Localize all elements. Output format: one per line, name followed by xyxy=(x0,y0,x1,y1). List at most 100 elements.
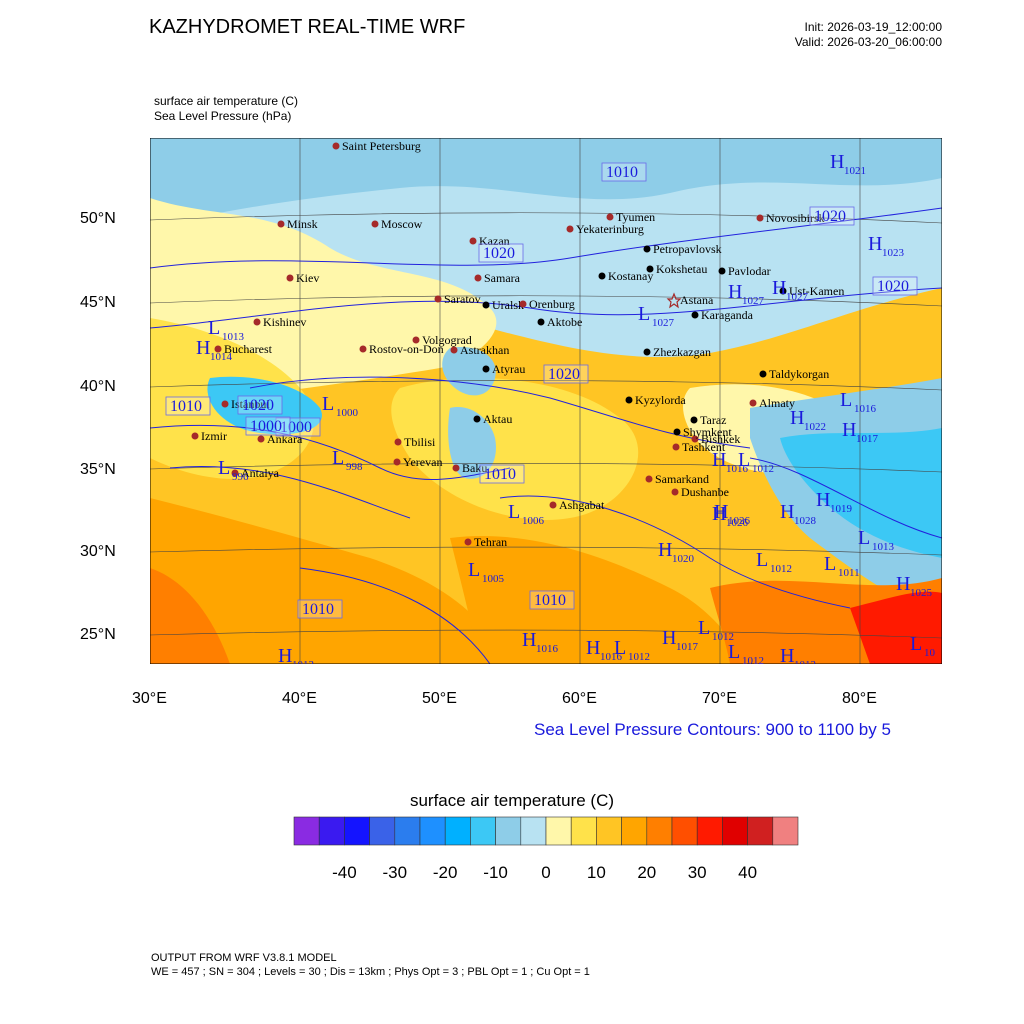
valid-time: Valid: 2026-03-20_06:00:00 xyxy=(794,35,942,49)
svg-text:H: H xyxy=(842,419,856,441)
svg-text:1017: 1017 xyxy=(856,433,879,445)
city-label: Yekaterinburg xyxy=(576,222,644,236)
svg-text:H: H xyxy=(586,637,600,659)
svg-text:1021: 1021 xyxy=(844,165,866,177)
pressure-contour-label: 1010 xyxy=(601,162,647,182)
svg-text:H: H xyxy=(790,407,804,429)
city-label: Kostanay xyxy=(608,269,653,283)
city-marker-icon xyxy=(606,213,614,221)
pressure-contour-label: 1020 xyxy=(872,276,918,296)
colorbar-tick-label: 0 xyxy=(541,863,551,882)
svg-text:1010: 1010 xyxy=(302,601,334,618)
svg-text:1027: 1027 xyxy=(652,317,675,329)
pressure-center-low: L 996 xyxy=(218,457,249,483)
city-label: Izmir xyxy=(201,429,227,443)
city-label: Rostov-on-Don xyxy=(369,342,444,356)
svg-text:1000: 1000 xyxy=(280,419,312,436)
pressure-center-low: L 1011 xyxy=(824,553,860,579)
pressure-center-high: H1013 xyxy=(278,645,315,664)
pressure-center-low: L 1012 xyxy=(738,449,774,475)
svg-text:1016: 1016 xyxy=(854,403,877,415)
city-marker-icon xyxy=(393,458,401,466)
city-label: Dushanbe xyxy=(681,485,729,499)
colorbar-swatch xyxy=(293,816,320,846)
colorbar-swatch xyxy=(596,816,622,846)
city-marker-icon xyxy=(549,501,557,509)
pressure-field-label: Sea Level Pressure (hPa) xyxy=(154,109,292,123)
svg-text:1013: 1013 xyxy=(872,541,895,553)
city-label: Astrakhan xyxy=(460,343,509,357)
svg-text:1012: 1012 xyxy=(742,655,764,664)
svg-text:L: L xyxy=(322,393,334,415)
city-marker-icon xyxy=(231,469,239,477)
colorbar-swatch xyxy=(470,816,496,846)
svg-text:1005: 1005 xyxy=(482,573,505,585)
city-marker-icon xyxy=(452,464,460,472)
city-label: Orenburg xyxy=(529,297,575,311)
svg-text:996: 996 xyxy=(232,471,249,483)
colorbar-swatch xyxy=(495,816,522,846)
city-label: Aktobe xyxy=(547,315,582,329)
pressure-center-high: H 1017 xyxy=(662,627,699,653)
colorbar-swatch xyxy=(671,816,698,846)
city-marker-icon xyxy=(464,538,472,546)
pressure-center-low: L 998 xyxy=(332,447,363,473)
city-label: Kishinev xyxy=(263,315,306,329)
pressure-center-high: H 1026 xyxy=(712,503,749,529)
city-label: Samarkand xyxy=(655,472,709,486)
city-marker-icon xyxy=(646,265,654,273)
svg-text:1027: 1027 xyxy=(786,291,809,303)
svg-text:1027: 1027 xyxy=(742,295,765,307)
pressure-center-low: L 1000 xyxy=(322,393,359,419)
svg-text:1013: 1013 xyxy=(222,331,245,343)
colorbar-tick-label: 30 xyxy=(687,863,707,882)
city-label: Taraz xyxy=(700,413,726,427)
city-marker-icon xyxy=(519,300,527,308)
city-label: Zhezkazgan xyxy=(653,345,711,359)
svg-text:1016: 1016 xyxy=(600,651,623,663)
colorbar-swatch xyxy=(646,816,673,846)
city-marker-icon xyxy=(756,214,764,222)
svg-text:H: H xyxy=(278,645,292,664)
svg-text:1006: 1006 xyxy=(522,515,545,527)
city-label: Kazan xyxy=(479,234,510,248)
init-time: Init: 2026-03-19_12:00:00 xyxy=(804,20,942,34)
colorbar-swatch xyxy=(545,816,572,846)
city-marker-icon xyxy=(469,237,477,245)
pressure-center-low: L 1016 xyxy=(840,389,877,415)
svg-text:H: H xyxy=(712,449,726,471)
city-label: Tbilisi xyxy=(404,435,436,449)
field-legend: surface air temperature (C) Sea Level Pr… xyxy=(154,94,298,124)
city-label: Bishkek xyxy=(701,432,740,446)
lon-tick-label: 80°E xyxy=(842,690,877,707)
svg-text:1013: 1013 xyxy=(292,659,315,664)
city-label: Istanbul xyxy=(231,397,270,411)
capital-star-icon xyxy=(666,292,682,309)
lat-tick-label: 40°N xyxy=(80,378,116,395)
svg-text:L: L xyxy=(756,549,768,571)
city-label: Aktau xyxy=(483,412,512,426)
temperature-field-label: surface air temperature (C) xyxy=(154,94,299,108)
pressure-center-high: H 1019 xyxy=(816,489,853,515)
svg-text:L: L xyxy=(208,317,220,339)
colorbar-tick-label: 40 xyxy=(738,863,758,882)
colorbar-swatch xyxy=(621,816,648,846)
city-marker-icon xyxy=(191,432,199,440)
pressure-center-low: L 1013 xyxy=(858,527,895,553)
svg-text:1010: 1010 xyxy=(484,466,516,483)
pressure-center-high: H 1020 xyxy=(658,539,695,565)
svg-text:1016: 1016 xyxy=(726,463,749,475)
pressure-center-high: H 1027 xyxy=(772,277,809,303)
pressure-contour-label: 1000 xyxy=(245,416,291,436)
city-marker-icon xyxy=(371,220,379,228)
colorbar-swatch xyxy=(419,816,446,846)
svg-text:H: H xyxy=(830,151,844,173)
city-label: Bucharest xyxy=(224,342,273,356)
pressure-contour-label: 1010 xyxy=(297,599,343,619)
city-label: Kyzylorda xyxy=(635,393,686,407)
pressure-center-high: H 1016 xyxy=(586,637,623,663)
pressure-center-high: H 1022 xyxy=(790,407,826,433)
svg-text:1020: 1020 xyxy=(548,366,580,383)
colorbar-swatch xyxy=(394,816,421,846)
svg-text:H: H xyxy=(714,501,728,523)
